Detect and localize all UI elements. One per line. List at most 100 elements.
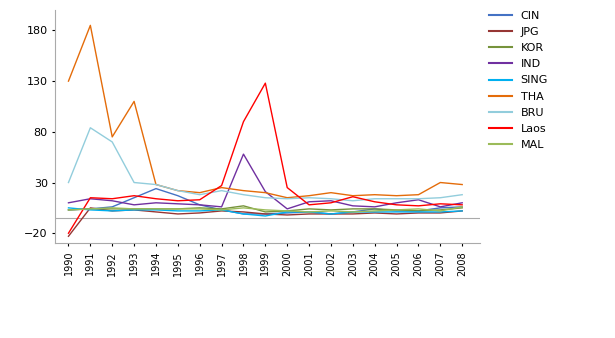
SING	[196, 209, 204, 213]
KOR	[153, 207, 160, 211]
JPG	[174, 212, 181, 216]
SING	[174, 209, 181, 213]
BRU	[196, 193, 204, 197]
IND	[393, 201, 400, 205]
IND	[240, 152, 247, 156]
BRU	[261, 196, 269, 200]
CIN	[393, 209, 400, 213]
Line: SING: SING	[68, 208, 462, 216]
KOR	[349, 207, 357, 211]
MAL	[240, 206, 247, 210]
Laos	[87, 196, 94, 200]
THA	[284, 196, 291, 200]
Line: BRU: BRU	[68, 128, 462, 201]
JPG	[459, 209, 466, 213]
Legend: CIN, JPG, KOR, IND, SING, THA, BRU, Laos, MAL: CIN, JPG, KOR, IND, SING, THA, BRU, Laos…	[490, 11, 548, 150]
KOR	[218, 207, 225, 211]
MAL	[65, 208, 72, 212]
IND	[284, 207, 291, 211]
JPG	[218, 209, 225, 213]
MAL	[349, 210, 357, 214]
IND	[459, 201, 466, 205]
IND	[261, 190, 269, 194]
IND	[218, 205, 225, 209]
BRU	[284, 197, 291, 201]
JPG	[327, 212, 335, 216]
IND	[174, 202, 181, 206]
SING	[240, 212, 247, 216]
Line: JPG: JPG	[68, 208, 462, 236]
BRU	[371, 197, 378, 201]
CIN	[349, 210, 357, 214]
JPG	[349, 212, 357, 216]
BRU	[327, 197, 335, 201]
BRU	[306, 196, 313, 200]
BRU	[459, 193, 466, 197]
MAL	[415, 207, 422, 211]
Laos	[393, 203, 400, 207]
JPG	[437, 211, 444, 215]
BRU	[437, 196, 444, 200]
KOR	[174, 207, 181, 211]
KOR	[108, 207, 116, 211]
SING	[218, 208, 225, 212]
SING	[371, 210, 378, 214]
KOR	[306, 207, 313, 211]
IND	[153, 201, 160, 205]
THA	[196, 191, 204, 195]
SING	[130, 208, 138, 212]
Laos	[371, 200, 378, 204]
KOR	[415, 209, 422, 213]
CIN	[196, 203, 204, 207]
BRU	[349, 199, 357, 203]
CIN	[153, 187, 160, 191]
THA	[87, 23, 94, 27]
IND	[65, 201, 72, 205]
IND	[306, 200, 313, 204]
IND	[196, 203, 204, 207]
BRU	[415, 197, 422, 201]
IND	[415, 198, 422, 202]
THA	[371, 193, 378, 197]
Line: IND: IND	[68, 154, 462, 209]
MAL	[196, 207, 204, 211]
JPG	[240, 210, 247, 214]
THA	[415, 193, 422, 197]
KOR	[240, 204, 247, 208]
JPG	[108, 209, 116, 213]
THA	[218, 186, 225, 190]
CIN	[174, 194, 181, 198]
KOR	[130, 207, 138, 211]
SING	[306, 210, 313, 214]
CIN	[459, 205, 466, 209]
Laos	[261, 81, 269, 85]
KOR	[196, 206, 204, 210]
MAL	[284, 209, 291, 213]
SING	[437, 210, 444, 214]
Laos	[459, 203, 466, 207]
JPG	[65, 234, 72, 238]
JPG	[261, 212, 269, 216]
THA	[261, 191, 269, 195]
CIN	[261, 212, 269, 216]
SING	[284, 210, 291, 214]
Laos	[349, 195, 357, 199]
BRU	[218, 189, 225, 193]
SING	[393, 210, 400, 214]
Laos	[153, 197, 160, 201]
Laos	[130, 194, 138, 198]
KOR	[327, 208, 335, 212]
Laos	[108, 197, 116, 201]
CIN	[218, 208, 225, 212]
KOR	[437, 208, 444, 212]
SING	[261, 214, 269, 218]
Laos	[415, 204, 422, 208]
SING	[87, 208, 94, 212]
MAL	[459, 205, 466, 209]
KOR	[87, 207, 94, 211]
Laos	[240, 120, 247, 124]
JPG	[306, 212, 313, 216]
BRU	[130, 180, 138, 185]
Line: CIN: CIN	[68, 189, 462, 214]
THA	[108, 135, 116, 139]
